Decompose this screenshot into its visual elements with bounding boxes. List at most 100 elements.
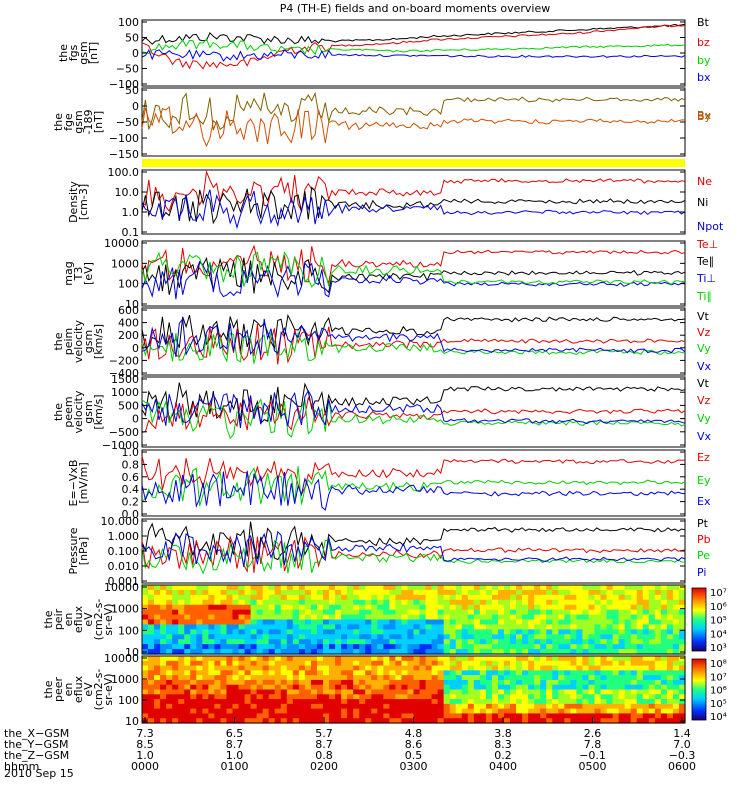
heatmap-cell <box>166 585 173 591</box>
y-tick-label: 10 <box>125 715 139 728</box>
heatmap-cell <box>316 718 324 724</box>
heatmap-cell <box>491 665 499 671</box>
heatmap-cell <box>178 624 185 630</box>
heatmap-cell <box>377 639 384 645</box>
heatmap-cell <box>268 665 276 671</box>
heatmap-cell <box>485 634 493 640</box>
heatmap-cell <box>280 713 288 719</box>
heatmap-cell <box>618 624 626 630</box>
heatmap-cell <box>467 629 475 635</box>
heatmap-cell <box>208 660 215 667</box>
x-tick-label: 0100 <box>221 760 249 773</box>
heatmap-cell <box>310 670 318 676</box>
heatmap-cell <box>220 644 228 650</box>
heatmap-cell <box>401 665 409 671</box>
heatmap-cell <box>148 679 155 686</box>
heatmap-cell <box>310 660 318 667</box>
heatmap-cell <box>582 703 590 710</box>
heatmap-cell <box>491 594 499 601</box>
heatmap-cell <box>142 689 149 695</box>
heatmap-cell <box>323 699 330 705</box>
heatmap-cell <box>564 694 571 700</box>
heatmap-cell <box>383 670 390 676</box>
heatmap-cell <box>485 703 493 710</box>
heatmap-cell <box>166 644 173 650</box>
heatmap-cell <box>413 703 421 710</box>
heatmap-cell <box>564 585 571 591</box>
heatmap-cell <box>510 684 517 691</box>
heatmap-cell <box>449 619 457 626</box>
heatmap-cell <box>449 599 457 606</box>
series-line-vy <box>141 398 686 440</box>
heatmap-cell <box>238 614 246 621</box>
heatmap-cell <box>546 713 553 719</box>
heatmap-cell <box>449 660 457 667</box>
heatmap-cell <box>196 689 203 695</box>
heatmap-cell <box>262 660 270 667</box>
heatmap-cell <box>359 679 366 686</box>
heatmap-cell <box>642 689 650 695</box>
heatmap-cell <box>642 699 650 705</box>
heatmap-cell <box>461 639 469 645</box>
heatmap-cell <box>148 675 155 681</box>
heatmap-cell <box>425 699 433 705</box>
heatmap-cell <box>413 675 421 681</box>
heatmap-cell <box>377 665 384 671</box>
heatmap-cell <box>172 644 179 650</box>
heatmap-cell <box>522 694 529 700</box>
heatmap-cell <box>534 624 541 630</box>
heatmap-cell <box>262 665 270 671</box>
heatmap-cell <box>178 703 185 710</box>
heatmap-cell <box>467 619 475 626</box>
heatmap-cell <box>395 675 403 681</box>
heatmap-cell <box>232 703 240 710</box>
heatmap-cell <box>359 656 366 662</box>
heatmap-cell <box>618 609 626 616</box>
heatmap-cell <box>504 694 511 700</box>
heatmap-cell <box>600 656 608 662</box>
y-axis-label-line: fge <box>62 113 75 131</box>
heatmap-cell <box>558 609 565 616</box>
heatmap-cell <box>630 699 638 705</box>
heatmap-cell <box>612 708 620 715</box>
heatmap-cell <box>516 703 523 710</box>
heatmap-cell <box>588 670 596 676</box>
heatmap-cell <box>534 660 541 667</box>
heatmap-cell <box>244 604 252 611</box>
heatmap-cell <box>516 675 523 681</box>
heatmap-cell <box>323 670 330 676</box>
heatmap-cell <box>666 604 674 611</box>
heatmap-cell <box>491 614 499 621</box>
heatmap-cell <box>154 656 161 662</box>
heatmap-cell <box>612 665 620 671</box>
heatmap-cell <box>316 689 324 695</box>
x-tick-label: 8.7 <box>315 738 333 751</box>
heatmap-cell <box>292 670 300 676</box>
heatmap-cell <box>268 634 276 640</box>
heatmap-cell <box>516 609 523 616</box>
y-tick-label: −150 <box>109 148 139 161</box>
heatmap-cell <box>226 665 234 671</box>
heatmap-cell <box>226 594 234 601</box>
heatmap-cell <box>588 660 596 667</box>
heatmap-cell <box>208 708 215 715</box>
heatmap-cell <box>552 684 559 691</box>
heatmap-cell <box>437 629 445 635</box>
heatmap-cell <box>437 718 445 724</box>
heatmap-cell <box>666 699 674 705</box>
heatmap-cell <box>413 594 421 601</box>
heatmap-cell <box>292 594 300 601</box>
y-tick-label: 200 <box>118 329 139 342</box>
heatmap-cell <box>606 614 614 621</box>
heatmap-cell <box>250 675 258 681</box>
y-axis-label-line: peim <box>62 328 75 356</box>
heatmap-cell <box>341 713 348 719</box>
heatmap-cell <box>172 594 179 601</box>
heatmap-cell <box>582 614 590 621</box>
heatmap-cell <box>238 609 246 616</box>
heatmap-cell <box>534 665 541 671</box>
heatmap-cell <box>353 679 360 686</box>
heatmap-cell <box>455 604 463 611</box>
heatmap-cell <box>178 614 185 621</box>
heatmap-cell <box>166 679 173 686</box>
